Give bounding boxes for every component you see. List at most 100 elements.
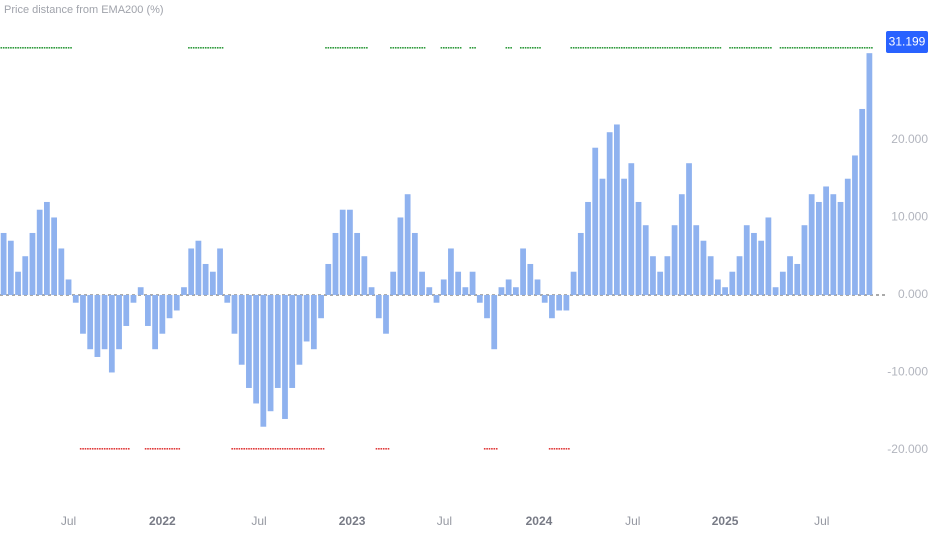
signal-dot [628, 47, 630, 49]
signal-dot [659, 47, 662, 49]
bar [390, 271, 397, 295]
signal-dot [666, 47, 669, 49]
signal-dot [231, 448, 233, 450]
signal-dot [558, 448, 561, 450]
chart-title: Price distance from EMA200 (%) [4, 4, 164, 16]
signal-dot [688, 47, 690, 49]
bar [209, 271, 216, 295]
bar [678, 194, 685, 295]
bar [484, 294, 490, 319]
signal-dot [195, 47, 197, 49]
signal-dot [789, 47, 791, 49]
signal-dot [159, 448, 161, 450]
signal-dot [548, 448, 551, 450]
signal-dot [342, 47, 344, 49]
signal-dot [519, 47, 522, 49]
signal-dot [611, 47, 613, 49]
signal-dot [53, 47, 56, 49]
x-tick-label: Jul [437, 514, 452, 528]
signal-dot [67, 47, 70, 49]
bar [267, 294, 274, 412]
signal-dot [765, 47, 767, 49]
signal-dot [255, 448, 258, 450]
signal-dot [866, 47, 868, 49]
signal-dot [596, 47, 599, 49]
bar [195, 240, 202, 295]
bar [375, 294, 382, 319]
bar [650, 256, 656, 295]
bar [859, 108, 866, 295]
signal-dot [736, 47, 739, 49]
signal-dot [827, 47, 830, 49]
signal-dot [41, 47, 43, 49]
signal-dot [741, 47, 743, 49]
x-tick-label: Jul [625, 514, 640, 528]
signal-dot [265, 448, 267, 450]
signal-dot [418, 47, 421, 49]
signal-dot [291, 448, 294, 450]
signal-dot [14, 47, 17, 49]
signal-dot [392, 47, 395, 49]
signal-dot [767, 47, 770, 49]
signal-dot [48, 47, 51, 49]
signal-dot [414, 47, 416, 49]
signal-dot [115, 448, 118, 450]
signal-dot [7, 47, 10, 49]
bar [260, 294, 267, 427]
signal-dot [859, 47, 861, 49]
signal-dot [406, 47, 409, 49]
signal-dot [493, 448, 496, 450]
bar [635, 201, 642, 295]
signal-dot [346, 47, 349, 49]
signal-dot [534, 47, 537, 49]
bar [404, 194, 411, 295]
bar [599, 178, 606, 295]
signal-dot [556, 448, 558, 450]
bar [606, 132, 613, 295]
bar [512, 287, 519, 295]
bar [36, 209, 43, 295]
signal-dot [577, 47, 580, 49]
signal-dot [354, 47, 356, 49]
bar [707, 256, 714, 295]
bar [181, 287, 187, 295]
bar [642, 225, 649, 295]
bar [0, 232, 7, 295]
signal-dot [717, 47, 719, 49]
bar [837, 201, 844, 295]
bar [476, 294, 483, 303]
last-value-badge [886, 31, 928, 53]
signal-dot [851, 47, 854, 49]
signal-dot [443, 47, 445, 49]
bar [419, 271, 425, 295]
signal-dot [351, 47, 354, 49]
signal-dot [168, 448, 171, 450]
bar [274, 294, 281, 388]
signal-dot [111, 448, 113, 450]
bar [440, 279, 447, 295]
bar [527, 263, 534, 295]
signal-dot [560, 448, 563, 450]
signal-dot [84, 448, 87, 450]
signal-dot [844, 47, 847, 49]
bar [433, 294, 440, 303]
bar [743, 225, 750, 295]
signal-dot [188, 47, 190, 49]
signal-dot [522, 47, 524, 49]
signal-dot [421, 47, 423, 49]
x-tick-label: 2022 [149, 514, 176, 528]
signal-dot [770, 47, 772, 49]
signal-dot [101, 448, 104, 450]
signal-dot [507, 47, 510, 49]
signal-dot [26, 47, 29, 49]
signal-dot [60, 47, 63, 49]
signal-dot [637, 47, 640, 49]
signal-dot [640, 47, 642, 49]
signal-dot [2, 47, 5, 49]
signal-dot [623, 47, 625, 49]
bar [72, 294, 79, 303]
signal-dot [19, 47, 22, 49]
signal-dot [204, 47, 207, 49]
signal-dot [38, 47, 41, 49]
signal-dot [524, 47, 527, 49]
